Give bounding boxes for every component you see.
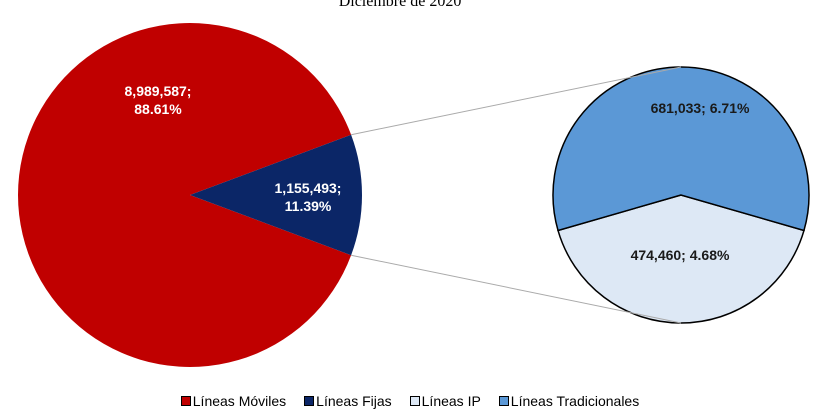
data-label: 474,460; 4.68% (630, 247, 730, 263)
legend-swatch (304, 396, 315, 406)
legend-label: Líneas Móviles (192, 393, 287, 409)
legend-label: Líneas Fijas (316, 393, 392, 409)
legend-label: Líneas Tradicionales (510, 393, 640, 409)
data-label: 1,155,493; 11.39% (274, 180, 342, 214)
legend-item: Líneas Móviles (180, 393, 287, 409)
data-label: 681,033; 6.71% (650, 100, 750, 116)
connector-line (351, 66, 682, 136)
legend-item: Líneas Tradicionales (498, 393, 640, 409)
legend-item: Líneas IP (409, 393, 481, 409)
pie-slice (18, 22, 352, 368)
legend-swatch (409, 396, 420, 406)
connector-line (351, 254, 682, 324)
legend: Líneas Móviles Líneas Fijas Líneas IP Línea… (0, 393, 820, 409)
data-label: 8,989,587; 88.61% (124, 83, 192, 117)
legend-label: Líneas IP (421, 393, 481, 409)
chart-title: Diciembre de 2020 (339, 0, 462, 10)
legend-swatch (498, 396, 509, 406)
legend-item: Líneas Fijas (304, 393, 392, 409)
pie-slice (190, 134, 362, 256)
legend-swatch (180, 396, 191, 406)
